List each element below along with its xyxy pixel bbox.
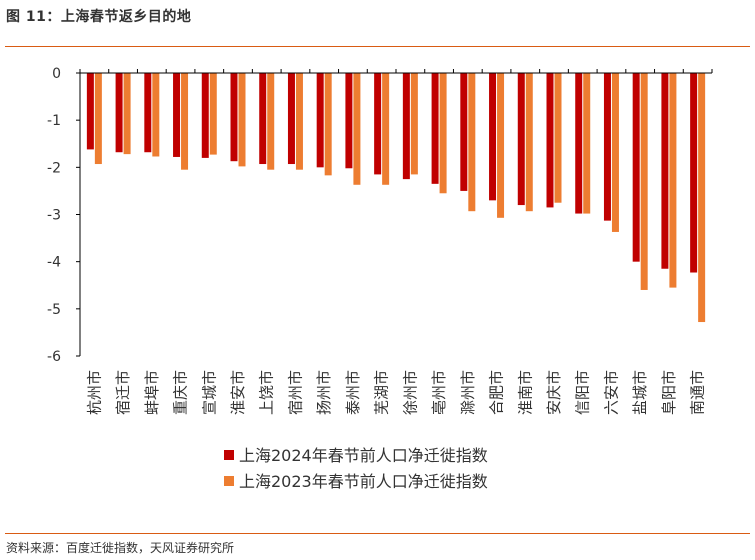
x-tick-label: 滁州市 [459, 370, 477, 415]
y-tick-label: -4 [47, 255, 61, 271]
bar-2024 [86, 73, 94, 150]
bar-2023 [410, 73, 418, 175]
bar-2024 [201, 73, 209, 158]
bar-2024 [661, 73, 669, 269]
x-tick-label: 淮南市 [516, 370, 534, 415]
legend-label: 上海2024年春节前人口净迁徙指数 [239, 446, 488, 465]
x-tick-label: 合肥市 [488, 370, 506, 415]
y-tick-label: -6 [47, 349, 61, 365]
bar-2023 [181, 73, 189, 170]
bar-2023 [324, 73, 332, 176]
x-tick-label: 宣城市 [200, 370, 218, 415]
x-tick-label: 杭州市 [85, 370, 103, 415]
bar-2024 [115, 73, 123, 153]
bar-2024 [374, 73, 382, 175]
bar-2023 [439, 73, 447, 194]
bar-2024 [287, 73, 295, 165]
legend-swatch [224, 450, 234, 460]
bar-2024 [402, 73, 410, 180]
bar-2024 [144, 73, 152, 153]
bar-2024 [546, 73, 554, 208]
x-tick-label: 宿迁市 [114, 370, 132, 415]
bar-2023 [94, 73, 102, 165]
bar-2024 [431, 73, 439, 184]
bar-2023 [583, 73, 591, 214]
x-tick-label: 徐州市 [401, 370, 419, 415]
y-tick-label: -1 [47, 113, 61, 129]
bar-2023 [611, 73, 619, 232]
bar-2024 [489, 73, 497, 201]
bar-2024 [316, 73, 324, 168]
y-tick-label: -3 [47, 208, 61, 224]
bar-2023 [295, 73, 303, 170]
x-tick-label: 信阳市 [574, 370, 592, 415]
bar-chart: 0 -1 -2 -3 -4 -5 -6 杭州市 宿迁市 蚌埠市 重庆市 宣城市 淮安市 上饶市 宿州市 扬州市… [47, 66, 713, 491]
bar-2023 [238, 73, 246, 167]
bar-2024 [575, 73, 583, 214]
y-tick-label: 0 [52, 66, 61, 82]
bar-2023 [640, 73, 648, 290]
bar-2023 [382, 73, 390, 185]
x-tick-label: 泰州市 [344, 370, 362, 415]
bar-2023 [152, 73, 160, 157]
x-tick-label: 芜湖市 [373, 370, 391, 415]
x-tick-label: 扬州市 [315, 370, 333, 415]
x-tick-label: 安庆市 [545, 370, 563, 415]
bar-2024 [259, 73, 267, 165]
bar-2024 [230, 73, 238, 162]
x-tick-label: 南通市 [689, 370, 707, 415]
y-tick-label: -5 [47, 302, 61, 318]
bar-2023 [209, 73, 217, 155]
bar-2024 [173, 73, 181, 157]
legend-label: 上海2023年春节前人口净迁徙指数 [239, 472, 488, 491]
bar-2024 [603, 73, 611, 221]
bar-2023 [267, 73, 275, 170]
x-tick-label: 盐城市 [631, 370, 649, 415]
figure-title: 图 11：上海春节返乡目的地 [6, 9, 192, 25]
bar-2023 [554, 73, 562, 203]
bar-2023 [123, 73, 131, 155]
bar-2023 [468, 73, 476, 212]
legend-swatch [224, 476, 234, 486]
x-tick-label: 上饶市 [258, 370, 276, 415]
title-divider [5, 46, 750, 47]
x-tick-label: 六安市 [602, 370, 620, 415]
footer-divider [5, 533, 750, 534]
bar-2024 [632, 73, 640, 262]
x-tick-label: 淮安市 [229, 370, 247, 415]
bar-2024 [690, 73, 698, 273]
x-tick-label: 阜阳市 [660, 370, 678, 415]
x-tick-label: 重庆市 [172, 370, 190, 415]
x-tick-label: 亳州市 [430, 370, 448, 415]
x-tick-label: 蚌埠市 [143, 370, 161, 415]
bar-2024 [345, 73, 353, 169]
bar-2023 [353, 73, 361, 185]
bar-2023 [698, 73, 706, 323]
bar-2023 [525, 73, 533, 212]
bar-2023 [669, 73, 677, 288]
bar-2024 [517, 73, 525, 206]
bar-2024 [460, 73, 468, 191]
x-tick-label: 宿州市 [286, 370, 304, 415]
bar-2023 [497, 73, 505, 218]
y-tick-label: -2 [47, 160, 61, 176]
source-note: 资料来源：百度迁徙指数，天风证券研究所 [6, 541, 235, 555]
